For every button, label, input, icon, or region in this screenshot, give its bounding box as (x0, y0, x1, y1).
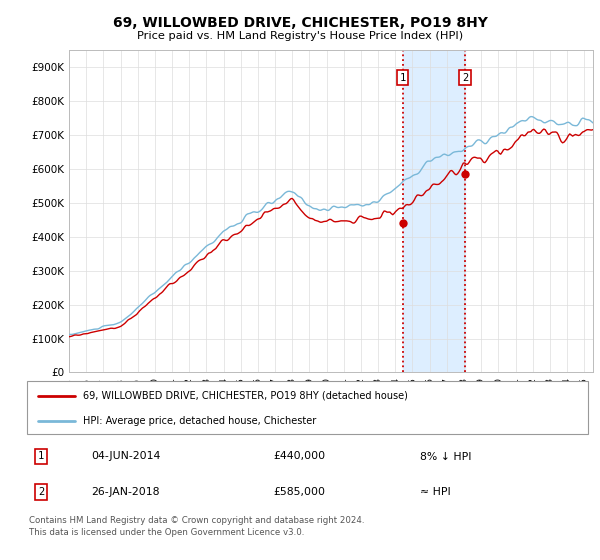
Text: Price paid vs. HM Land Registry's House Price Index (HPI): Price paid vs. HM Land Registry's House … (137, 31, 463, 41)
Text: £440,000: £440,000 (274, 451, 326, 461)
Text: 69, WILLOWBED DRIVE, CHICHESTER, PO19 8HY: 69, WILLOWBED DRIVE, CHICHESTER, PO19 8H… (113, 16, 487, 30)
Text: £585,000: £585,000 (274, 487, 326, 497)
Text: ≈ HPI: ≈ HPI (420, 487, 451, 497)
Text: 1: 1 (400, 72, 406, 82)
Text: 2: 2 (462, 72, 469, 82)
Bar (403, 50, 465, 372)
Text: Contains HM Land Registry data © Crown copyright and database right 2024.
This d: Contains HM Land Registry data © Crown c… (29, 516, 364, 537)
Text: 04-JUN-2014: 04-JUN-2014 (92, 451, 161, 461)
Text: 26-JAN-2018: 26-JAN-2018 (92, 487, 160, 497)
Text: 8% ↓ HPI: 8% ↓ HPI (420, 451, 471, 461)
Text: HPI: Average price, detached house, Chichester: HPI: Average price, detached house, Chic… (83, 416, 316, 426)
Text: 2: 2 (38, 487, 44, 497)
Text: 69, WILLOWBED DRIVE, CHICHESTER, PO19 8HY (detached house): 69, WILLOWBED DRIVE, CHICHESTER, PO19 8H… (83, 391, 408, 401)
FancyBboxPatch shape (27, 381, 588, 434)
Text: 1: 1 (38, 451, 44, 461)
